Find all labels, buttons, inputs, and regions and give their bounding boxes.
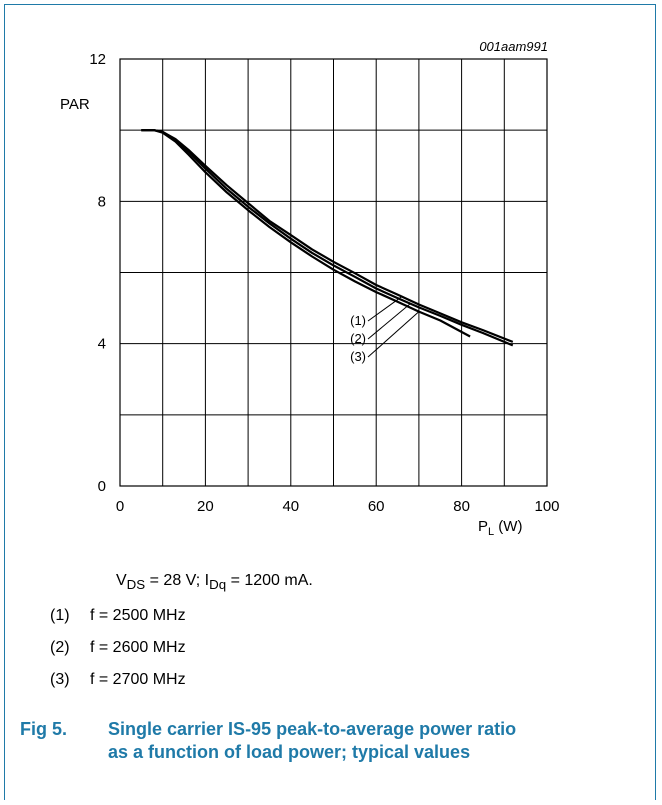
caption-number: Fig 5.	[20, 719, 68, 739]
figure-frame	[4, 4, 656, 800]
test-conditions: VDS = 28 V; IDq = 1200 mA.	[116, 572, 313, 593]
figure-caption: Fig 5. Single carrier IS-95 peak-to-aver…	[20, 718, 528, 764]
y-tick-label: 0	[98, 478, 106, 495]
leader-line-3	[367, 311, 420, 358]
legend-item: (1) f = 2500 MHz	[50, 607, 186, 624]
x-axis-title: PL (W)	[478, 518, 522, 538]
series-label-1: (1)	[350, 313, 366, 328]
leader-line-2	[367, 303, 411, 340]
x-tick-label: 80	[453, 498, 470, 515]
par-chart: 0 20 40 60 80 100 0 4 8 12 (1) (2) (3) 001aam991 PA…	[60, 39, 560, 538]
series-label-3: (3)	[350, 349, 366, 364]
series-line-3	[141, 129, 471, 338]
x-tick-label: 0	[116, 498, 124, 515]
x-tick-label: 100	[534, 498, 559, 515]
figure-id: 001aam991	[479, 39, 548, 54]
plot-border	[119, 58, 548, 487]
x-tick-label: 40	[282, 498, 299, 515]
y-tick-label: 12	[89, 51, 106, 68]
series-line-2	[141, 129, 514, 347]
caption-text: Single carrier IS-95 peak-to-average pow…	[108, 719, 517, 762]
y-axis-title: PAR	[60, 96, 90, 113]
y-tick-label: 8	[98, 193, 106, 210]
legend-item: (3) f = 2700 MHz	[50, 671, 186, 688]
leader-line-1	[367, 296, 403, 322]
x-tick-label: 20	[197, 498, 214, 515]
legend-item: (2) f = 2600 MHz	[50, 639, 186, 656]
legend: (1) f = 2500 MHz (2) f = 2600 MHz (3) f = 2…	[50, 600, 186, 696]
x-tick-label: 60	[368, 498, 385, 515]
chart-grid	[119, 58, 548, 487]
y-tick-label: 4	[98, 336, 106, 353]
series-label-2: (2)	[350, 331, 366, 346]
